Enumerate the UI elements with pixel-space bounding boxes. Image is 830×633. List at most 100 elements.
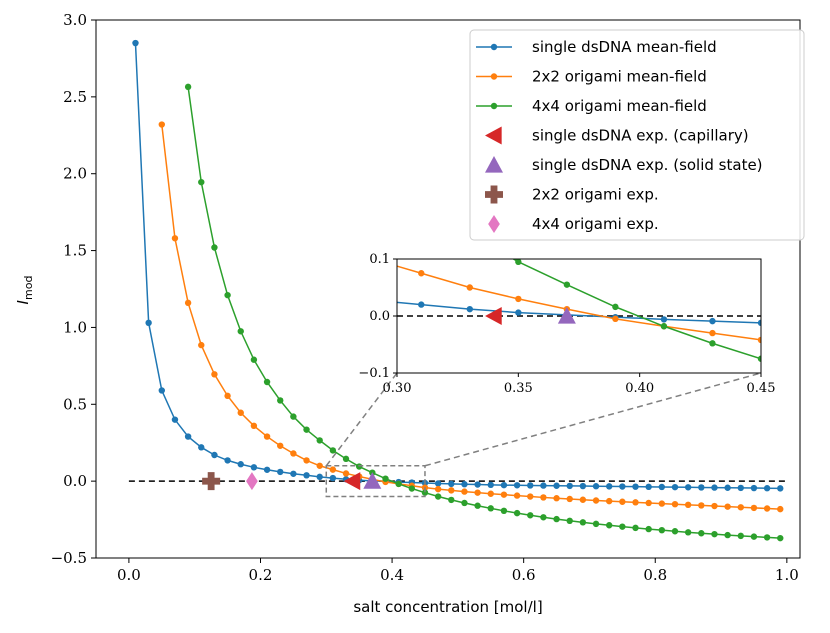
inset-x-tick-label: 0.40 — [625, 381, 654, 396]
data-point — [658, 526, 666, 534]
data-point — [316, 473, 323, 481]
inset-x-tick-label: 0.45 — [747, 381, 776, 396]
data-point — [619, 483, 626, 490]
legend-label: 4x4 origami exp. — [532, 215, 659, 233]
main-experimental-points — [202, 472, 382, 491]
y-axis-label-main: I — [14, 299, 32, 304]
data-point — [750, 533, 758, 540]
inset-data-point — [563, 281, 571, 288]
data-point — [329, 447, 337, 454]
data-point — [566, 482, 573, 490]
data-point — [158, 387, 165, 394]
data-point — [355, 463, 363, 470]
data-point — [145, 319, 152, 327]
data-point — [513, 492, 521, 499]
data-point — [250, 422, 258, 430]
inset-x-ticks: 0.30 0.35 0.40 0.45 — [383, 373, 776, 396]
data-point — [224, 457, 231, 464]
data-point — [303, 426, 310, 433]
inset-y-tick-label: 0.0 — [369, 309, 390, 324]
x-tick-label: 0.4 — [380, 566, 404, 584]
legend-label: single dsDNA mean-field — [532, 38, 717, 56]
data-point — [448, 487, 455, 494]
data-point — [632, 524, 639, 532]
legend-entry-2x2-origami-mean-field: 2x2 origami mean-field — [476, 68, 707, 86]
inset-y-tick-label: 0.1 — [369, 252, 390, 267]
data-point — [211, 371, 218, 378]
data-point — [474, 489, 481, 496]
data-point — [277, 397, 284, 404]
legend-marker-swatch — [488, 215, 500, 233]
data-point — [527, 512, 534, 519]
inset-data-point — [612, 315, 619, 323]
legend-marker-swatch — [485, 126, 502, 145]
main-y-ticks: −0.5 0.0 0.5 1.0 1.5 2.0 2.5 3.0 — [51, 11, 96, 567]
data-point — [763, 485, 771, 492]
data-point — [421, 489, 429, 496]
legend-label: single dsDNA exp. (capillary) — [532, 127, 749, 145]
x-tick-label: 1.0 — [775, 566, 799, 584]
inset-data-point — [757, 336, 761, 344]
legend-entry-4x4-origami-mean-field: 4x4 origami mean-field — [476, 97, 707, 115]
series-4x4-origami-mean-field — [184, 83, 784, 542]
data-point — [329, 474, 337, 482]
data-point — [527, 493, 534, 500]
data-point — [632, 499, 639, 506]
data-point — [684, 484, 692, 491]
data-point — [724, 484, 731, 491]
data-point — [434, 480, 442, 487]
inset-data-point — [515, 259, 522, 266]
legend-entry-single-dsdna-mean-field: single dsDNA mean-field — [476, 38, 717, 56]
main-x-ticks: 0.0 0.2 0.4 0.6 0.8 1.0 — [117, 558, 799, 584]
data-point — [198, 341, 205, 349]
data-point — [277, 442, 284, 449]
inset-y-tick-label: −0.1 — [358, 366, 390, 381]
data-point — [592, 520, 600, 528]
data-point — [619, 523, 626, 530]
data-point — [263, 378, 271, 386]
data-point — [277, 468, 284, 476]
data-point — [395, 480, 402, 488]
main-axes-frame — [95, 19, 801, 559]
legend-marker-swatch — [485, 185, 503, 204]
data-point — [566, 495, 573, 503]
data-point — [579, 482, 587, 490]
y-tick-label: 2.0 — [63, 165, 87, 183]
data-point — [290, 413, 297, 420]
data-point — [408, 485, 416, 492]
data-point — [645, 499, 652, 507]
y-axis-label-sub: mod — [22, 276, 35, 300]
y-tick-label: 0.0 — [63, 472, 87, 490]
data-point — [553, 515, 560, 523]
exp-point-single-dsdna-exp-capillary — [343, 472, 361, 491]
inset-y-ticks: −0.1 0.0 0.1 — [358, 252, 397, 381]
y-tick-label: 1.5 — [63, 242, 87, 260]
data-point — [684, 501, 692, 509]
data-point — [513, 509, 521, 517]
data-point — [632, 483, 639, 490]
data-point — [711, 530, 718, 538]
data-point — [171, 235, 179, 242]
data-point — [237, 461, 244, 468]
inset-data-point — [418, 301, 425, 308]
legend-entry-single-dsdna-exp-solid-state: single dsDNA exp. (solid state) — [485, 156, 763, 174]
data-point — [553, 482, 560, 489]
x-tick-label: 0.2 — [249, 566, 273, 584]
data-point — [434, 485, 442, 493]
inset-data-point — [709, 317, 716, 325]
data-point — [448, 480, 455, 488]
inset-exp-point-single-dsdna-exp-solid-state — [557, 307, 576, 324]
data-point — [250, 356, 258, 363]
x-tick-label: 0.8 — [643, 566, 667, 584]
data-point — [211, 451, 218, 459]
data-point — [158, 121, 165, 128]
data-point — [540, 482, 547, 489]
data-point — [513, 482, 521, 489]
data-point — [658, 483, 666, 491]
inset-data-point — [466, 284, 473, 291]
data-point — [777, 534, 784, 542]
data-point — [303, 457, 310, 464]
data-point — [527, 482, 534, 489]
inset-data-point — [709, 329, 716, 337]
data-point — [500, 491, 508, 498]
